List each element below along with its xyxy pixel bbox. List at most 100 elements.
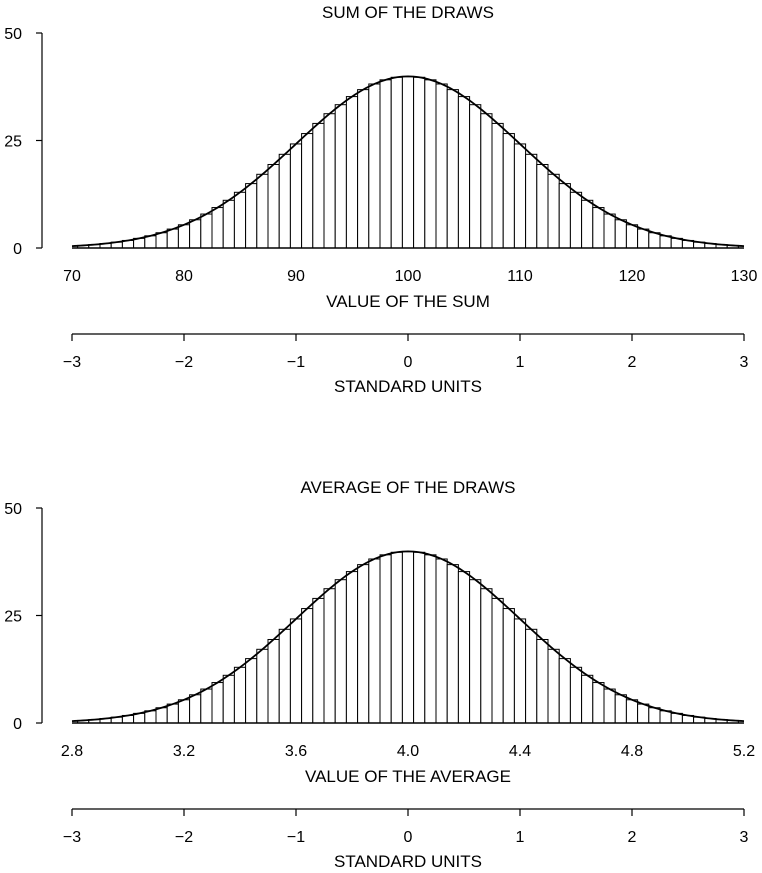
average-histogram-bar: [625, 699, 639, 724]
sum-histogram-bar: [603, 213, 616, 249]
average-histogram-bar: [390, 551, 403, 724]
average-x-tick-label: 4.0: [397, 743, 419, 760]
average-histogram-bar: [569, 666, 583, 724]
average-y-axis: 0 25 50: [4, 501, 43, 733]
sum-histogram-bar: [222, 199, 235, 249]
average-histogram-bar: [289, 618, 303, 724]
sum-histogram-bar: [379, 79, 392, 249]
average-histogram-bar: [278, 628, 291, 724]
sum-x-axis-label: VALUE OF THE SUM: [326, 292, 490, 311]
average-histogram-bar: [267, 638, 280, 724]
average-standard-units-tick-label: 3: [740, 829, 749, 846]
sum-histogram-bar: [614, 219, 627, 249]
sum-histogram-bar: [547, 173, 560, 249]
sum-histogram-bar: [256, 173, 269, 249]
sum-histogram-bar: [413, 76, 426, 249]
sum-histogram-bar: [525, 153, 538, 249]
average-x-tick-label: 4.8: [621, 743, 643, 760]
sum-standard-units-tick-label: −3: [63, 354, 81, 371]
sum-standard-units-tick-label: −1: [287, 354, 305, 371]
sum-histogram-bar: [189, 219, 202, 249]
sum-histogram-bar: [278, 153, 291, 249]
average-panel: AVERAGE OF THE DRAWS 0 25 50 2.8 3.2 3.6 4.0 4…: [4, 478, 755, 871]
sum-standard-units-label: STANDARD UNITS: [334, 377, 482, 396]
sum-histogram-bar: [334, 104, 347, 249]
average-histogram-bar: [211, 682, 224, 724]
average-normal-curve: [71, 550, 745, 722]
sum-histogram-bar: [558, 183, 571, 249]
average-histogram-bar: [189, 694, 202, 724]
sum-bars: [77, 75, 739, 249]
sum-histogram-bar: [592, 207, 605, 249]
average-y-tick-label: 25: [4, 609, 22, 626]
sum-histogram-bar: [301, 133, 314, 249]
average-y-tick-label: 50: [4, 501, 22, 518]
sum-histogram-bar: [502, 133, 515, 249]
average-histogram-bar: [401, 550, 415, 724]
sum-histogram-bar: [245, 183, 258, 249]
average-standard-units-axis: −3 −2 −1 0 1 2 3: [63, 808, 749, 846]
average-histogram-bar: [424, 554, 437, 724]
average-histogram-bar: [491, 597, 504, 724]
average-histogram-bar: [357, 564, 370, 724]
sum-histogram-bar: [155, 232, 168, 249]
average-standard-units-tick-label: 0: [404, 829, 413, 846]
sum-histogram-bar: [345, 96, 359, 249]
sum-histogram-bar: [446, 89, 459, 249]
average-chart-title: AVERAGE OF THE DRAWS: [300, 478, 515, 497]
sum-x-tick-labels: 70 80 90 100 110 120 130: [63, 268, 757, 285]
average-histogram-bar: [581, 674, 594, 724]
average-histogram-bar: [457, 571, 471, 724]
average-histogram-bar: [312, 597, 325, 724]
average-bars: [77, 550, 739, 724]
average-histogram-bar: [166, 703, 179, 724]
sum-histogram-bar: [480, 113, 493, 249]
average-histogram-bar: [648, 707, 661, 724]
sum-y-tick-label: 0: [13, 241, 22, 258]
sum-histogram-bar: [200, 213, 213, 249]
sum-histogram-bar: [357, 89, 370, 249]
average-standard-units-tick-label: −2: [175, 829, 193, 846]
sum-histogram-bar: [289, 143, 303, 249]
sum-histogram-bar: [469, 104, 482, 249]
average-histogram-bar: [637, 703, 650, 724]
average-histogram-bar: [222, 674, 235, 724]
average-histogram-bar: [469, 579, 482, 724]
average-histogram-bar: [502, 608, 515, 724]
sum-histogram-bar: [368, 83, 381, 249]
average-x-tick-label: 3.6: [285, 743, 307, 760]
sum-standard-units-tick-label: −2: [175, 354, 193, 371]
average-histogram-bar: [435, 558, 448, 724]
sum-x-tick-label: 110: [507, 268, 533, 285]
average-histogram-bar: [256, 648, 269, 724]
sum-x-tick-label: 80: [175, 268, 193, 285]
average-x-tick-label: 5.2: [733, 743, 755, 760]
average-standard-units-tick-label: 2: [628, 829, 637, 846]
average-histogram-bar: [536, 638, 549, 724]
average-histogram-bar: [379, 554, 392, 724]
average-histogram-bar: [368, 558, 381, 724]
sum-normal-curve: [71, 75, 745, 247]
sum-histogram-bar: [233, 191, 247, 249]
sum-histogram-bar: [536, 163, 549, 249]
sum-histogram-bar: [312, 122, 325, 249]
average-x-tick-label: 2.8: [61, 743, 83, 760]
average-histogram-bar: [592, 682, 605, 724]
average-standard-units-label: STANDARD UNITS: [334, 852, 482, 871]
sum-histogram-bar: [267, 163, 280, 249]
average-x-tick-labels: 2.8 3.2 3.6 4.0 4.4 4.8 5.2: [61, 743, 755, 760]
average-histogram-bar: [413, 551, 426, 724]
average-standard-units-tick-label: −1: [287, 829, 305, 846]
sum-histogram-bar: [424, 79, 437, 249]
average-histogram-bar: [513, 618, 527, 724]
average-x-tick-label: 4.4: [509, 743, 531, 760]
sum-x-tick-label: 70: [63, 268, 81, 285]
sum-x-tick-label: 100: [395, 268, 422, 285]
sum-histogram-bar: [390, 76, 403, 249]
average-histogram-bar: [603, 688, 616, 724]
sum-histogram-bar: [513, 143, 527, 249]
sum-histogram-bar: [435, 83, 448, 249]
average-histogram-bar: [345, 571, 359, 724]
average-histogram-bar: [558, 658, 571, 724]
